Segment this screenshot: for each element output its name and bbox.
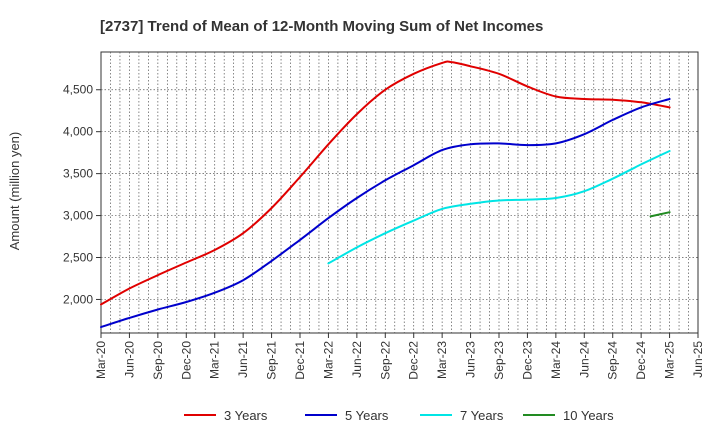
plot-area: [100, 51, 699, 334]
x-tick-label: Dec-23: [520, 341, 534, 380]
series-line-2: [100, 98, 671, 329]
legend-label: 10 Years: [563, 408, 614, 423]
legend-label: 3 Years: [224, 408, 268, 423]
x-tick-label: Dec-22: [407, 341, 421, 380]
x-tick-label: Mar-24: [549, 341, 563, 379]
x-tick-label: Sep-22: [378, 341, 392, 380]
y-tick-label: 4,500: [63, 83, 93, 97]
x-tick-label: Mar-21: [208, 341, 222, 379]
y-tick-label: 2,000: [63, 292, 93, 306]
x-tick-label: Mar-23: [435, 341, 449, 379]
series-line-1: [100, 60, 671, 306]
x-tick-label: Mar-25: [663, 341, 677, 379]
series-line-4: [649, 211, 671, 218]
x-tick-label: Mar-20: [94, 341, 108, 379]
y-axis-label: Amount (million yen): [7, 132, 22, 251]
y-tick-label: 2,500: [63, 251, 93, 265]
x-tick-label: Jun-21: [236, 341, 250, 378]
x-tick-label: Dec-21: [293, 341, 307, 380]
y-tick-label: 4,000: [63, 125, 93, 139]
x-tick-label: Sep-20: [151, 341, 165, 380]
x-tick-label: Jun-20: [122, 341, 136, 378]
x-tick-label: Jun-24: [577, 341, 591, 378]
x-tick-label: Sep-23: [492, 341, 506, 380]
legend: 3 Years 5 Years 7 Years 10 Years: [184, 408, 614, 423]
x-tick-label: Jun-22: [350, 341, 364, 378]
x-tick-label: Sep-21: [265, 341, 279, 380]
chart-title: [2737] Trend of Mean of 12-Month Moving …: [100, 18, 543, 35]
x-tick-label: Jun-23: [464, 341, 478, 378]
x-tick-label: Sep-24: [606, 341, 620, 380]
y-tick-label: 3,500: [63, 167, 93, 181]
y-axis: 2,000 2,500 3,000 3,500 4,000 4,500: [63, 83, 101, 306]
plot-frame: [100, 51, 699, 334]
legend-label: 5 Years: [345, 408, 389, 423]
series-layer: [100, 60, 671, 329]
x-axis: Mar-20 Jun-20 Sep-20 Dec-20 Mar-21 Jun-21 Sep-…: [94, 333, 705, 380]
series-line-3: [327, 150, 671, 265]
x-tick-label: Jun-25: [691, 341, 705, 378]
y-tick-label: 3,000: [63, 209, 93, 223]
x-tick-label: Mar-22: [321, 341, 335, 379]
x-tick-label: Dec-20: [179, 341, 193, 380]
legend-label: 7 Years: [460, 408, 504, 423]
x-tick-label: Dec-24: [634, 341, 648, 380]
